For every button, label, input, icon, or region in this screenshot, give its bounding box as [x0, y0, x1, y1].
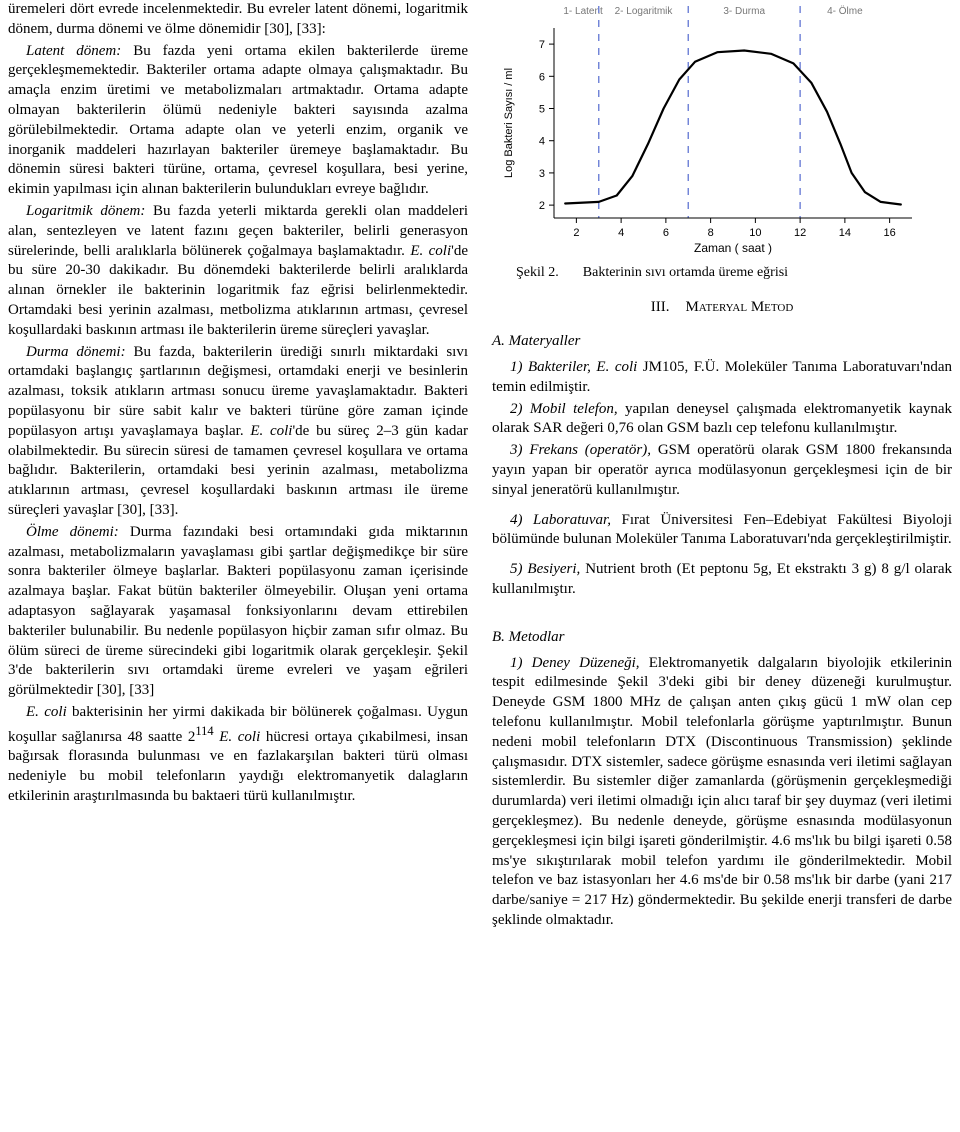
met-1: 1) Deney Düzeneği, Elektromanyetik dalga… — [492, 654, 952, 931]
sec3-num: III. — [651, 298, 670, 318]
met-1-label: 1) Deney Düzeneği, — [510, 655, 640, 671]
svg-text:7: 7 — [539, 39, 545, 51]
olme-para: Ölme dönemi: Durma fazındaki besi ortamı… — [8, 523, 468, 701]
svg-text:2- Logaritmik: 2- Logaritmik — [615, 6, 674, 17]
ecoli-exp: 114 — [195, 724, 213, 738]
sec3-title: Materyal Metod — [685, 298, 793, 318]
latent-text: Bu fazda yeni ortama ekilen bakterilerde… — [8, 43, 468, 198]
svg-text:1- Latent: 1- Latent — [563, 6, 603, 17]
svg-text:14: 14 — [839, 227, 851, 239]
svg-text:Log Bakteri Sayısı / ml: Log Bakteri Sayısı / ml — [503, 68, 515, 178]
growth-curve-chart: 1- Latent 2- Logaritmik 3- Durma 4- Ölme 2 3 4… — [492, 0, 922, 260]
log-label: Logaritmik dönem: — [26, 203, 145, 219]
section-3-heading: III. Materyal Metod — [492, 298, 952, 318]
mat-2-label: 2) Mobil telefon, — [510, 401, 618, 417]
figure-caption: Şekil 2. Bakterinin sıvı ortamda üreme e… — [516, 264, 952, 282]
durma-ecoli: E. coli — [250, 423, 292, 439]
latent-para: Latent dönem: Bu fazda yeni ortama ekile… — [8, 42, 468, 200]
figure-2: 1- Latent 2- Logaritmik 3- Durma 4- Ölme 2 3 4… — [492, 0, 952, 282]
svg-text:5: 5 — [539, 104, 545, 116]
mat-1: 1) Bakteriler, E. coli JM105, F.Ü. Molek… — [492, 358, 952, 398]
figcap-label: Şekil 2. — [516, 264, 559, 282]
mat-3-label: 3) Frekans (operatör), — [510, 442, 651, 458]
svg-text:16: 16 — [884, 227, 896, 239]
svg-text:3- Durma: 3- Durma — [723, 6, 765, 17]
svg-text:4: 4 — [618, 227, 624, 239]
mat-1-label: 1) Bakteriler, — [510, 359, 596, 375]
svg-text:Zaman ( saat ): Zaman ( saat ) — [694, 241, 772, 255]
svg-text:6: 6 — [539, 71, 545, 83]
figcap-text: Bakterinin sıvı ortamda üreme eğrisi — [583, 264, 788, 282]
olme-text: Durma fazındaki besi ortamındaki gıda mi… — [8, 524, 468, 698]
svg-text:3: 3 — [539, 168, 545, 180]
mat-5-label: 5) Besiyeri, — [510, 561, 580, 577]
svg-text:8: 8 — [708, 227, 714, 239]
svg-text:2: 2 — [539, 200, 545, 212]
svg-text:4: 4 — [539, 136, 545, 148]
ecoli-para: E. coli bakterisinin her yirmi dakikada … — [8, 703, 468, 807]
olme-label: Ölme dönemi: — [26, 524, 119, 540]
mat-1-ecoli: E. coli — [596, 359, 637, 375]
svg-text:6: 6 — [663, 227, 669, 239]
mat-4-label: 4) Laboratuvar, — [510, 512, 611, 528]
latent-label: Latent dönem: — [26, 43, 121, 59]
mat-3: 3) Frekans (operatör), GSM operatörü ola… — [492, 441, 952, 500]
svg-text:12: 12 — [794, 227, 806, 239]
intro-para: üremeleri dört evrede incelenmektedir. B… — [8, 0, 468, 40]
right-column: 1- Latent 2- Logaritmik 3- Durma 4- Ölme 2 3 4… — [492, 0, 952, 933]
mat-5: 5) Besiyeri, Nutrient broth (Et peptonu … — [492, 560, 952, 600]
log-ecoli: E. coli — [410, 243, 451, 259]
left-column: üremeleri dört evrede incelenmektedir. B… — [8, 0, 468, 933]
durma-para: Durma dönemi: Bu fazda, bakterilerin üre… — [8, 343, 468, 521]
mat-2: 2) Mobil telefon, yapılan deneysel çalış… — [492, 400, 952, 440]
subsection-b: B. Metodlar — [492, 628, 952, 648]
subsection-a: A. Materyaller — [492, 332, 952, 352]
svg-text:10: 10 — [749, 227, 761, 239]
durma-label: Durma dönemi: — [26, 344, 126, 360]
page-root: üremeleri dört evrede incelenmektedir. B… — [0, 0, 960, 963]
svg-text:4- Ölme: 4- Ölme — [827, 5, 863, 17]
met-1-rest: Elektromanyetik dalgaların biyolojik etk… — [492, 655, 952, 928]
svg-text:2: 2 — [573, 227, 579, 239]
log-para: Logaritmik dönem: Bu fazda yeterli mikta… — [8, 202, 468, 341]
mat-4: 4) Laboratuvar, Fırat Üniversitesi Fen–E… — [492, 511, 952, 551]
ecoli-it2: E. coli — [214, 729, 261, 745]
ecoli-it1: E. coli — [26, 704, 67, 720]
